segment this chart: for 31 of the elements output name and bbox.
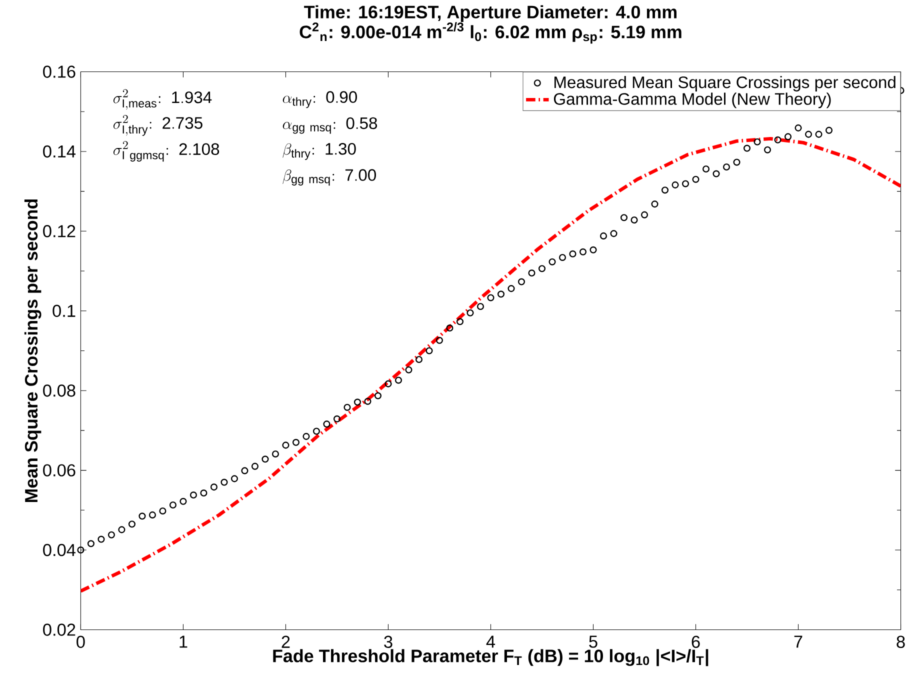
legend-label: Measured Mean Square Crossings per second bbox=[554, 76, 896, 92]
x-tick-label: 2 bbox=[282, 636, 290, 648]
text: C$^{2}$$_{n}$: 9.00e-014 m$^{-2/3}$ l$_{0}$: 6.02 mm ρ$_{sp}$: 5.19 mm bbox=[300, 22, 682, 44]
y-tick-label: 0.02 bbox=[43, 624, 76, 636]
y-tick-label: 0.06 bbox=[43, 464, 76, 477]
annotation: $\alpha_{\mathrm{thry}}\mathrm{:\ 0.90}$ bbox=[282, 91, 357, 108]
x-tick-label: 1 bbox=[180, 636, 188, 648]
x-tick-label: 5 bbox=[589, 636, 598, 648]
x-tick-label: 7 bbox=[794, 636, 802, 648]
y-tick-label: 0.04 bbox=[43, 544, 76, 556]
x-tick-label: 4 bbox=[486, 636, 496, 648]
y-tick-label: 0.16 bbox=[43, 66, 76, 78]
x-tick-label: 0 bbox=[76, 636, 85, 648]
x-tick-label: 8 bbox=[896, 636, 905, 648]
y-tick-label: 0.14 bbox=[43, 146, 76, 158]
chart-title: Time: 16:19EST, Aperture Diameter: 4.0 mm bbox=[304, 5, 676, 22]
x-axis-title: Fade Threshold Parameter F$_{T}$ (dB) = 10 log$_{10}$ |<I>/I$_{T}$| bbox=[273, 649, 708, 666]
annotation: $\sigma^{2}_{\mathrm{I,thry}}\mathrm{:\ 2.735}$ bbox=[113, 115, 202, 136]
y-tick-label: 0.1 bbox=[52, 304, 76, 318]
annotation: $\beta_{\mathrm{thry}}\mathrm{:\ 1.30}$ bbox=[282, 143, 356, 160]
annotation: $\sigma^{2}_{\mathrm{I\ ggmsq}}\mathrm{:\ 2.108}$ bbox=[113, 141, 220, 162]
legend-label: Gamma-Gamma Model (New Theory) bbox=[554, 92, 831, 108]
annotation: $\beta_{\mathrm{gg\ msq}}\mathrm{:\ 7.00}$ bbox=[282, 169, 376, 186]
annotation: $\sigma^{2}_{\mathrm{I,meas}}\mathrm{:\ 1.934}$ bbox=[113, 90, 212, 110]
annotation: $\alpha_{\mathrm{gg\ msq}}\mathrm{:\ 0.58}$ bbox=[282, 118, 378, 134]
y-tick-label: 0.12 bbox=[43, 225, 76, 238]
y-tick-label: 0.08 bbox=[43, 384, 76, 397]
x-tick-label: 3 bbox=[384, 636, 392, 648]
line-series bbox=[80, 137, 901, 594]
x-tick-label: 6 bbox=[692, 636, 700, 648]
y-axis-title: Mean Square Crossings per second bbox=[24, 200, 42, 502]
